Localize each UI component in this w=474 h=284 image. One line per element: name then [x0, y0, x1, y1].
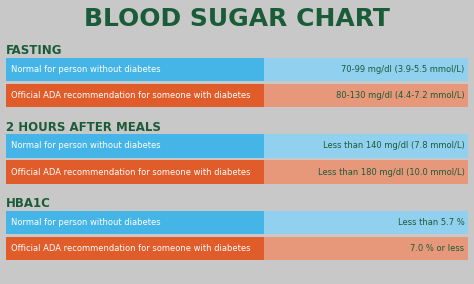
FancyBboxPatch shape [6, 84, 468, 107]
FancyBboxPatch shape [6, 58, 264, 81]
Text: Less than 5.7 %: Less than 5.7 % [398, 218, 465, 227]
FancyBboxPatch shape [6, 237, 264, 260]
Text: Official ADA recommendation for someone with diabetes: Official ADA recommendation for someone … [11, 244, 251, 253]
Text: FASTING: FASTING [6, 44, 62, 57]
FancyBboxPatch shape [6, 211, 264, 234]
Text: 7.0 % or less: 7.0 % or less [410, 244, 465, 253]
Text: Less than 180 mg/dl (10.0 mmol/L): Less than 180 mg/dl (10.0 mmol/L) [318, 168, 465, 177]
FancyBboxPatch shape [6, 237, 468, 260]
Text: 80-130 mg/dl (4.4-7.2 mmol/L): 80-130 mg/dl (4.4-7.2 mmol/L) [336, 91, 465, 100]
FancyBboxPatch shape [6, 134, 264, 158]
Text: Official ADA recommendation for someone with diabetes: Official ADA recommendation for someone … [11, 168, 251, 177]
Text: Normal for person without diabetes: Normal for person without diabetes [11, 141, 161, 151]
FancyBboxPatch shape [6, 58, 468, 81]
Text: BLOOD SUGAR CHART: BLOOD SUGAR CHART [84, 7, 390, 31]
Text: Normal for person without diabetes: Normal for person without diabetes [11, 218, 161, 227]
Text: Official ADA recommendation for someone with diabetes: Official ADA recommendation for someone … [11, 91, 251, 100]
Text: 70-99 mg/dl (3.9-5.5 mmol/L): 70-99 mg/dl (3.9-5.5 mmol/L) [341, 65, 465, 74]
FancyBboxPatch shape [6, 160, 264, 184]
FancyBboxPatch shape [6, 84, 264, 107]
FancyBboxPatch shape [6, 211, 468, 234]
FancyBboxPatch shape [6, 160, 468, 184]
Text: Less than 140 mg/dl (7.8 mmol/L): Less than 140 mg/dl (7.8 mmol/L) [323, 141, 465, 151]
Text: Normal for person without diabetes: Normal for person without diabetes [11, 65, 161, 74]
Text: 2 HOURS AFTER MEALS: 2 HOURS AFTER MEALS [6, 121, 161, 134]
Text: HBA1C: HBA1C [6, 197, 51, 210]
FancyBboxPatch shape [6, 134, 468, 158]
